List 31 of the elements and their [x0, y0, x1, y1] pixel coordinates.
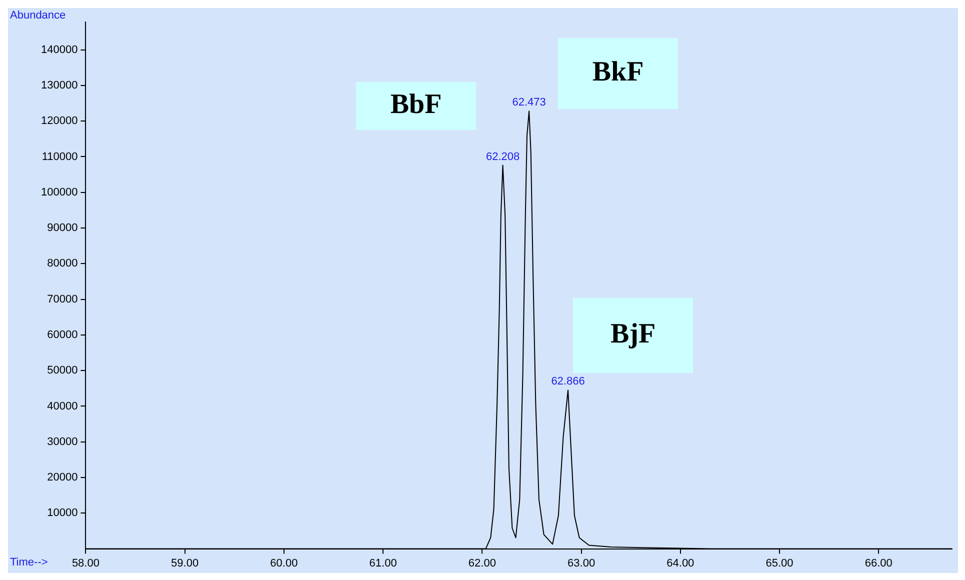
y-tick-label: 40000 [47, 400, 78, 412]
x-tick-label: 63.00 [568, 557, 596, 570]
x-tick-label: 64.00 [666, 557, 694, 570]
y-tick-label: 100000 [40, 186, 78, 198]
y-tick-label: 140000 [40, 44, 78, 56]
annotation: 62.208 [486, 150, 520, 163]
x-tick-label: 66.00 [864, 557, 892, 570]
y-tick-label: 60000 [47, 328, 78, 341]
y-tick-label: 30000 [47, 436, 78, 448]
y-tick-label: 50000 [47, 364, 78, 377]
y-tick-label: 10000 [47, 507, 78, 520]
y-tick-label: 110000 [42, 150, 78, 163]
annotation: BbF [390, 89, 442, 120]
x-tick-label: 59.00 [171, 557, 199, 570]
y-tick-label: 20000 [47, 472, 78, 484]
y-tick-label: 120000 [40, 115, 78, 128]
x-axis-title: Time--> [10, 556, 48, 568]
y-axis-title: Abundance [10, 10, 66, 22]
annotation: BkF [592, 56, 644, 88]
y-tick-label: 130000 [40, 79, 78, 92]
x-tick-label: 65.00 [766, 557, 794, 570]
y-tick-label: 70000 [47, 293, 78, 306]
x-tick-label: 60.00 [270, 557, 298, 570]
y-tick-label: 80000 [47, 258, 78, 270]
annotation: BjF [610, 318, 656, 350]
x-tick-label: 61.00 [369, 557, 397, 570]
y-tick-label: 90000 [47, 222, 78, 234]
x-tick-label: 62.00 [468, 557, 496, 570]
x-tick-label: 58.00 [72, 557, 100, 570]
annotation: 62.473 [512, 96, 546, 109]
annotation: 62.866 [551, 376, 585, 388]
